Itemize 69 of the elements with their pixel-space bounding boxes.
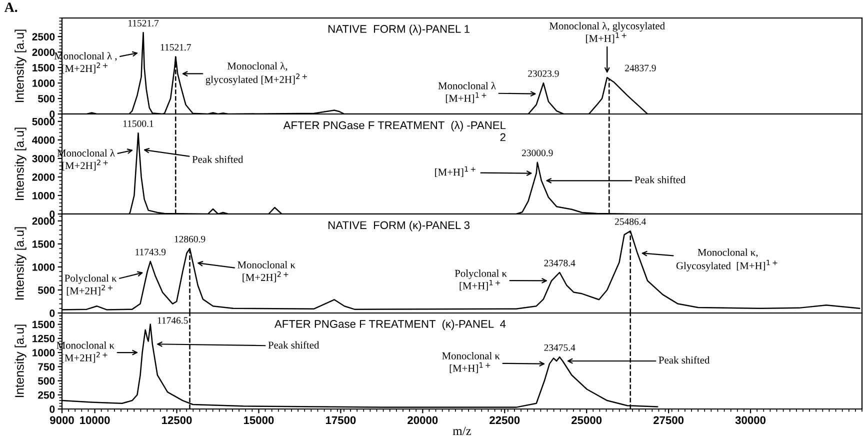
y-tick-label: 2000 <box>32 217 55 225</box>
annotation: Peak shifted <box>634 176 686 184</box>
annotation: Polyclonal κ [M+2H]$^{2+}$ <box>64 274 117 296</box>
text: AFTER PNGase F TREATMENT (κ)-PANEL 4 <box>274 320 506 330</box>
annotation: Peak shifted <box>658 356 710 364</box>
annotation: 11743.9 <box>136 248 166 256</box>
y-tick-label: 0 <box>50 210 55 218</box>
annotation: 11746.5 <box>158 317 188 324</box>
x-tick-label: 10000 <box>80 416 110 424</box>
y-tick-label: 1000 <box>32 192 55 200</box>
y-tick-label: 500 <box>38 95 55 102</box>
annotation: 12860.9 <box>174 236 206 242</box>
annotation: Monoclonal λ, glycosylated [M+2H]$^{2+}$ <box>206 62 307 86</box>
y-tick-label: 750 <box>38 363 55 371</box>
annotation: 11500.1 <box>123 120 154 127</box>
annotation: Monoclonal κ [M+2H]$^{2+}$ <box>238 261 296 282</box>
annotation: Peak shifted <box>192 155 244 163</box>
y-tick-label: 250 <box>38 391 55 399</box>
x-tick-label: 15000 <box>244 416 274 424</box>
x-axis-title: m/z <box>452 426 472 436</box>
y-tick-label: 1500 <box>32 320 55 328</box>
annotation: Peak shifted <box>268 341 320 349</box>
y-tick-label: 0 <box>50 310 55 317</box>
y-tick-label: 1000 <box>32 80 55 87</box>
annotation: 11521.7 <box>128 20 159 26</box>
y-axis-title: Intensity [a.u] <box>14 128 26 200</box>
y-tick-label: 2000 <box>32 173 55 181</box>
y-tick-label: 2000 <box>32 48 55 56</box>
text: NATIVE FORM (κ)-PANEL 3 <box>328 220 470 232</box>
x-tick-label: 25000 <box>572 416 602 424</box>
annotation: 23475.4 <box>544 344 576 351</box>
y-axis-title: Intensity [a.u] <box>14 324 26 398</box>
y-tick-label: 5000 <box>32 118 55 126</box>
y-tick-label: 1250 <box>32 334 55 342</box>
y-tick-label: 1000 <box>32 349 55 356</box>
annotation: 23478.4 <box>544 260 576 266</box>
annotation: Monoclonal λ [M+H]$^{1+}$ <box>438 82 496 104</box>
y-tick-label: 1500 <box>32 64 55 72</box>
y-tick-label: 4000 <box>32 136 55 144</box>
annotation: Monoclonal κ, Glycosylated [M+H]$^{1+}$ <box>676 248 778 272</box>
y-tick-label: 0 <box>50 110 55 118</box>
y-tick-label: 2500 <box>32 33 55 40</box>
annotation: 24837.9 <box>625 64 656 72</box>
x-tick-label: 30000 <box>735 416 766 424</box>
annotation: Monoclonal λ, glycosylated [M+H]$^{1+}$ <box>549 22 665 44</box>
y-tick-label: 1000 <box>32 263 55 271</box>
text: AFTER PNGase F TREATMENT (λ) -PANEL 2 <box>283 121 506 142</box>
annotation: [M+H]$^{1+}$ <box>435 166 476 178</box>
x-tick-label: 20000 <box>408 416 438 424</box>
annotation: 11521.7 <box>160 44 191 51</box>
y-tick-label: 500 <box>38 286 55 294</box>
y-axis-title: Intensity [a.u] <box>14 227 26 300</box>
y-tick-label: 0 <box>50 406 55 413</box>
annotation: 25486.4 <box>614 218 646 225</box>
y-tick-label: 1500 <box>32 240 55 248</box>
y-tick-label: 3000 <box>32 154 55 162</box>
text: NATIVE FORM (λ)-PANEL 1 <box>328 24 470 36</box>
annotation: Polyclonal κ [M+H]$^{1+}$ <box>454 270 507 291</box>
x-tick-label: 22500 <box>490 416 520 424</box>
x-tick-label: 27500 <box>653 416 684 424</box>
y-axis-title: Intensity [a.u] <box>14 30 26 102</box>
x-tick-label: 12500 <box>162 416 192 424</box>
annotation: 23023.9 <box>528 70 559 77</box>
annotation: 23000.9 <box>522 150 553 156</box>
annotation: Monoclonal κ [M+H]$^{1+}$ <box>442 352 500 374</box>
x-tick-label: 9000 <box>50 416 74 424</box>
text: A. <box>4 2 18 12</box>
y-tick-label: 500 <box>38 377 55 385</box>
x-tick-label: 17500 <box>326 416 356 424</box>
